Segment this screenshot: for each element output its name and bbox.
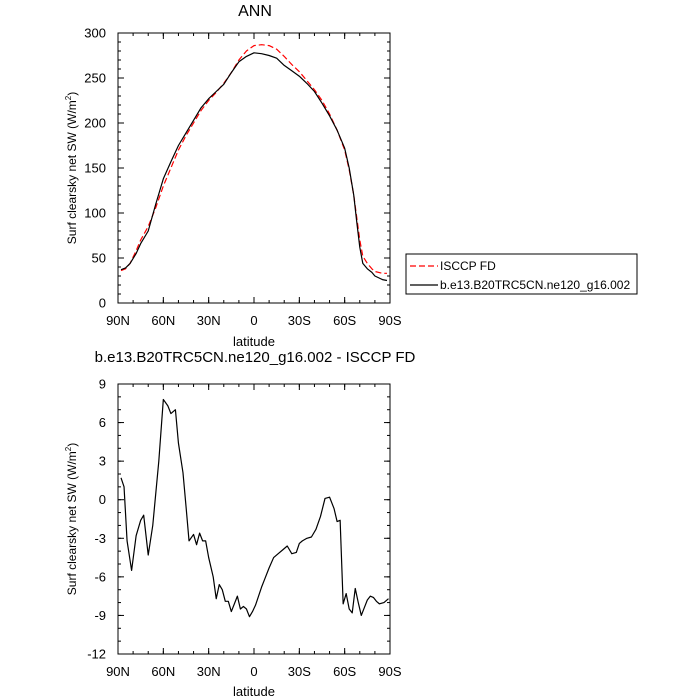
x-tick-label: 90S bbox=[378, 313, 401, 328]
x-tick-label: 60S bbox=[333, 313, 356, 328]
legend-label-model: b.e13.B20TRC5CN.ne120_g16.002 bbox=[440, 278, 630, 292]
y-tick-label: 200 bbox=[84, 116, 106, 131]
chart-title: b.e13.B20TRC5CN.ne120_g16.002 - ISCCP FD bbox=[95, 349, 416, 366]
y-tick-label: -6 bbox=[94, 569, 106, 584]
y-tick-label: 9 bbox=[99, 377, 106, 392]
y-tick-label: 0 bbox=[99, 296, 106, 311]
series-line-difference bbox=[120, 398, 389, 618]
y-tick-label: 100 bbox=[84, 206, 106, 221]
y-tick-label: 6 bbox=[99, 415, 106, 430]
x-tick-label: 30N bbox=[197, 664, 221, 679]
x-tick-label: 30S bbox=[288, 664, 311, 679]
y-axis-label: Surf clearsky net SW (W/m2) bbox=[64, 443, 79, 595]
plot-frame bbox=[117, 32, 391, 304]
legend-label-isccp: ISCCP FD bbox=[440, 259, 496, 273]
series-line-model bbox=[120, 52, 388, 282]
y-tick-label: -9 bbox=[94, 608, 106, 623]
y-tick-label: 300 bbox=[84, 26, 106, 41]
x-tick-label: 30N bbox=[197, 313, 221, 328]
legend-box bbox=[405, 253, 638, 295]
chart-title: ANN bbox=[238, 3, 272, 20]
chart-bottom: b.e13.B20TRC5CN.ne120_g16.002 - ISCCP FD… bbox=[64, 349, 416, 699]
x-tick-label: 0 bbox=[250, 313, 257, 328]
x-tick-label: 0 bbox=[250, 664, 257, 679]
x-tick-label: 90S bbox=[378, 664, 401, 679]
x-tick-label: 90N bbox=[106, 313, 130, 328]
legend: ISCCP FD b.e13.B20TRC5CN.ne120_g16.002 bbox=[405, 253, 638, 295]
x-tick-label: 60N bbox=[151, 313, 175, 328]
y-tick-label: 0 bbox=[99, 492, 106, 507]
y-tick-label: 50 bbox=[92, 251, 106, 266]
x-tick-label: 90N bbox=[106, 664, 130, 679]
series-line-isccp bbox=[120, 44, 387, 274]
chart-top: ANN 0 50 100 150 200 250 300 90N 60N 30N 0 30S 60S 90… bbox=[64, 3, 638, 349]
y-axis-label: Surf clearsky net SW (W/m2) bbox=[64, 92, 79, 244]
y-tick-label: 250 bbox=[84, 71, 106, 86]
x-axis-label: latitude bbox=[233, 334, 275, 349]
y-tick-label: 3 bbox=[99, 454, 106, 469]
y-tick-label: 150 bbox=[84, 161, 106, 176]
x-tick-label: 60N bbox=[151, 664, 175, 679]
y-tick-label: -3 bbox=[94, 531, 106, 546]
y-tick-label: -12 bbox=[87, 647, 106, 662]
x-tick-label: 30S bbox=[288, 313, 311, 328]
x-axis-label: latitude bbox=[233, 684, 275, 699]
x-tick-label: 60S bbox=[333, 664, 356, 679]
plot-frame bbox=[117, 383, 391, 655]
